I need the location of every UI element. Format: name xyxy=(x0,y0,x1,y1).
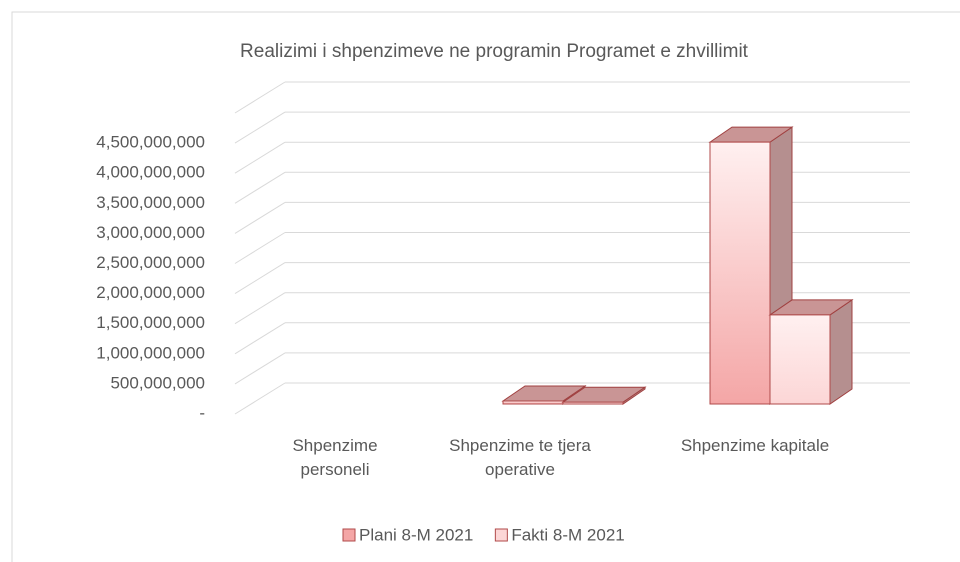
chart-title: Realizimi i shpenzimeve ne programin Pro… xyxy=(240,41,749,62)
legend-swatch xyxy=(494,528,508,542)
x-tick-label: Shpenzime personeli xyxy=(292,436,378,479)
legend-swatch xyxy=(342,528,356,542)
grid-line xyxy=(234,141,286,174)
legend-label: Fakti 8-M 2021 xyxy=(511,525,624,544)
y-tick-label: 500,000,000 xyxy=(110,373,205,392)
x-tick-label: Shpenzime kapitale xyxy=(680,436,830,455)
bar-side xyxy=(829,298,853,405)
grid-line xyxy=(234,171,286,204)
grid-line xyxy=(234,111,286,144)
bar xyxy=(709,141,771,405)
grid-line xyxy=(234,292,286,325)
y-tick-label: 1,500,000,000 xyxy=(96,313,205,332)
grid-line xyxy=(234,262,286,295)
grid-line xyxy=(234,232,286,264)
y-tick-label: 3,000,000,000 xyxy=(96,223,205,242)
y-tick-label: 3,500,000,000 xyxy=(96,193,205,212)
bar xyxy=(502,400,564,405)
grid-line xyxy=(234,352,286,385)
bar xyxy=(562,401,624,405)
y-tick-label: - xyxy=(199,403,205,422)
grid-line xyxy=(234,201,286,234)
x-tick-label: Shpenzime te tjera operative xyxy=(449,436,591,479)
y-tick-label: 2,500,000,000 xyxy=(96,253,205,272)
grid-line xyxy=(234,322,286,355)
chart-border xyxy=(11,11,960,562)
wall-edge xyxy=(234,81,286,114)
y-tick-label: 1,000,000,000 xyxy=(96,343,205,362)
y-tick-label: 4,000,000,000 xyxy=(96,163,205,182)
y-tick-label: 4,500,000,000 xyxy=(96,133,205,152)
grid-line xyxy=(234,382,286,415)
legend-label: Plani 8-M 2021 xyxy=(359,525,473,544)
bar xyxy=(769,314,831,405)
y-tick-label: 2,000,000,000 xyxy=(96,283,205,302)
